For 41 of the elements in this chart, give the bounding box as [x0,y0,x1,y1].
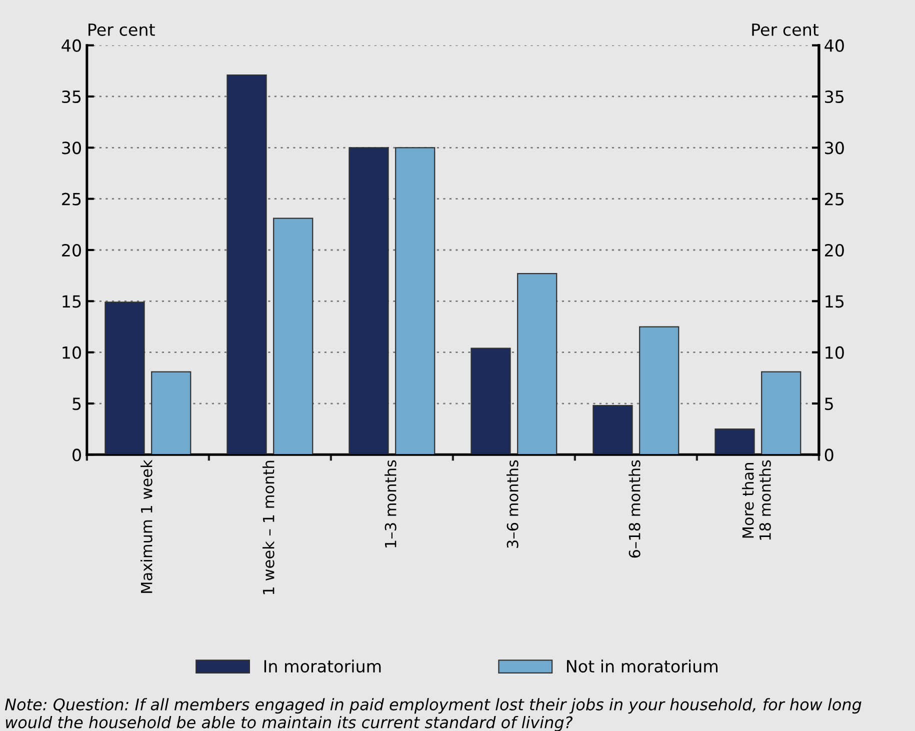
y2-tick-label: 15 [826,295,844,308]
legend-label: Not in moratorium [567,660,718,673]
x-tick-label: 3–6 months [506,460,518,548]
bar [348,147,389,455]
legend-label: In moratorium [264,660,381,673]
bar [395,147,436,455]
y2-tick-label: 40 [824,39,844,52]
y2-tick-label: 5 [825,398,833,410]
bar [273,218,314,455]
x-tick-label: Maximum 1 week [140,460,152,593]
x-tick-label: 1–3 months [384,460,396,548]
y-tick-label: 35 [62,90,81,104]
bar [226,74,267,455]
y-tick-label: 20 [62,244,81,257]
y2-tick-label: 20 [825,244,844,257]
bar [104,302,145,455]
x-tick-label: More than 18 months [742,460,771,540]
bar [470,348,511,455]
y-tick-label: 0 [72,448,81,462]
y-tick-label: 25 [62,192,81,206]
x-tick-label: 1 week – 1 month [262,460,274,594]
y2-tick-label: 0 [824,448,834,462]
bar [592,405,633,455]
bar [761,371,802,455]
y2-tick-label: 30 [825,142,844,154]
y2-tick-label: 25 [825,192,844,206]
y-tick-label: 30 [62,142,81,154]
bar [639,326,680,455]
y-tick-label: 15 [62,295,81,308]
bar [151,371,192,455]
y-axis-title: Per cent [88,24,155,36]
text: Note: Question: If all members engaged in paid employment lost their jobs in your household, for how long would the household be able to maintain its current standard of living? [5,698,862,731]
x-tick-label: 6–18 months [628,460,640,558]
bar [517,272,558,455]
bar [714,428,755,455]
y2-tick-label: 35 [825,90,844,104]
y2-axis-title: Per cent [752,24,819,36]
y-tick-label: 10 [62,346,81,359]
y2-tick-label: 10 [826,346,844,359]
y-tick-label: 5 [72,398,81,410]
y-tick-label: 40 [62,39,81,52]
